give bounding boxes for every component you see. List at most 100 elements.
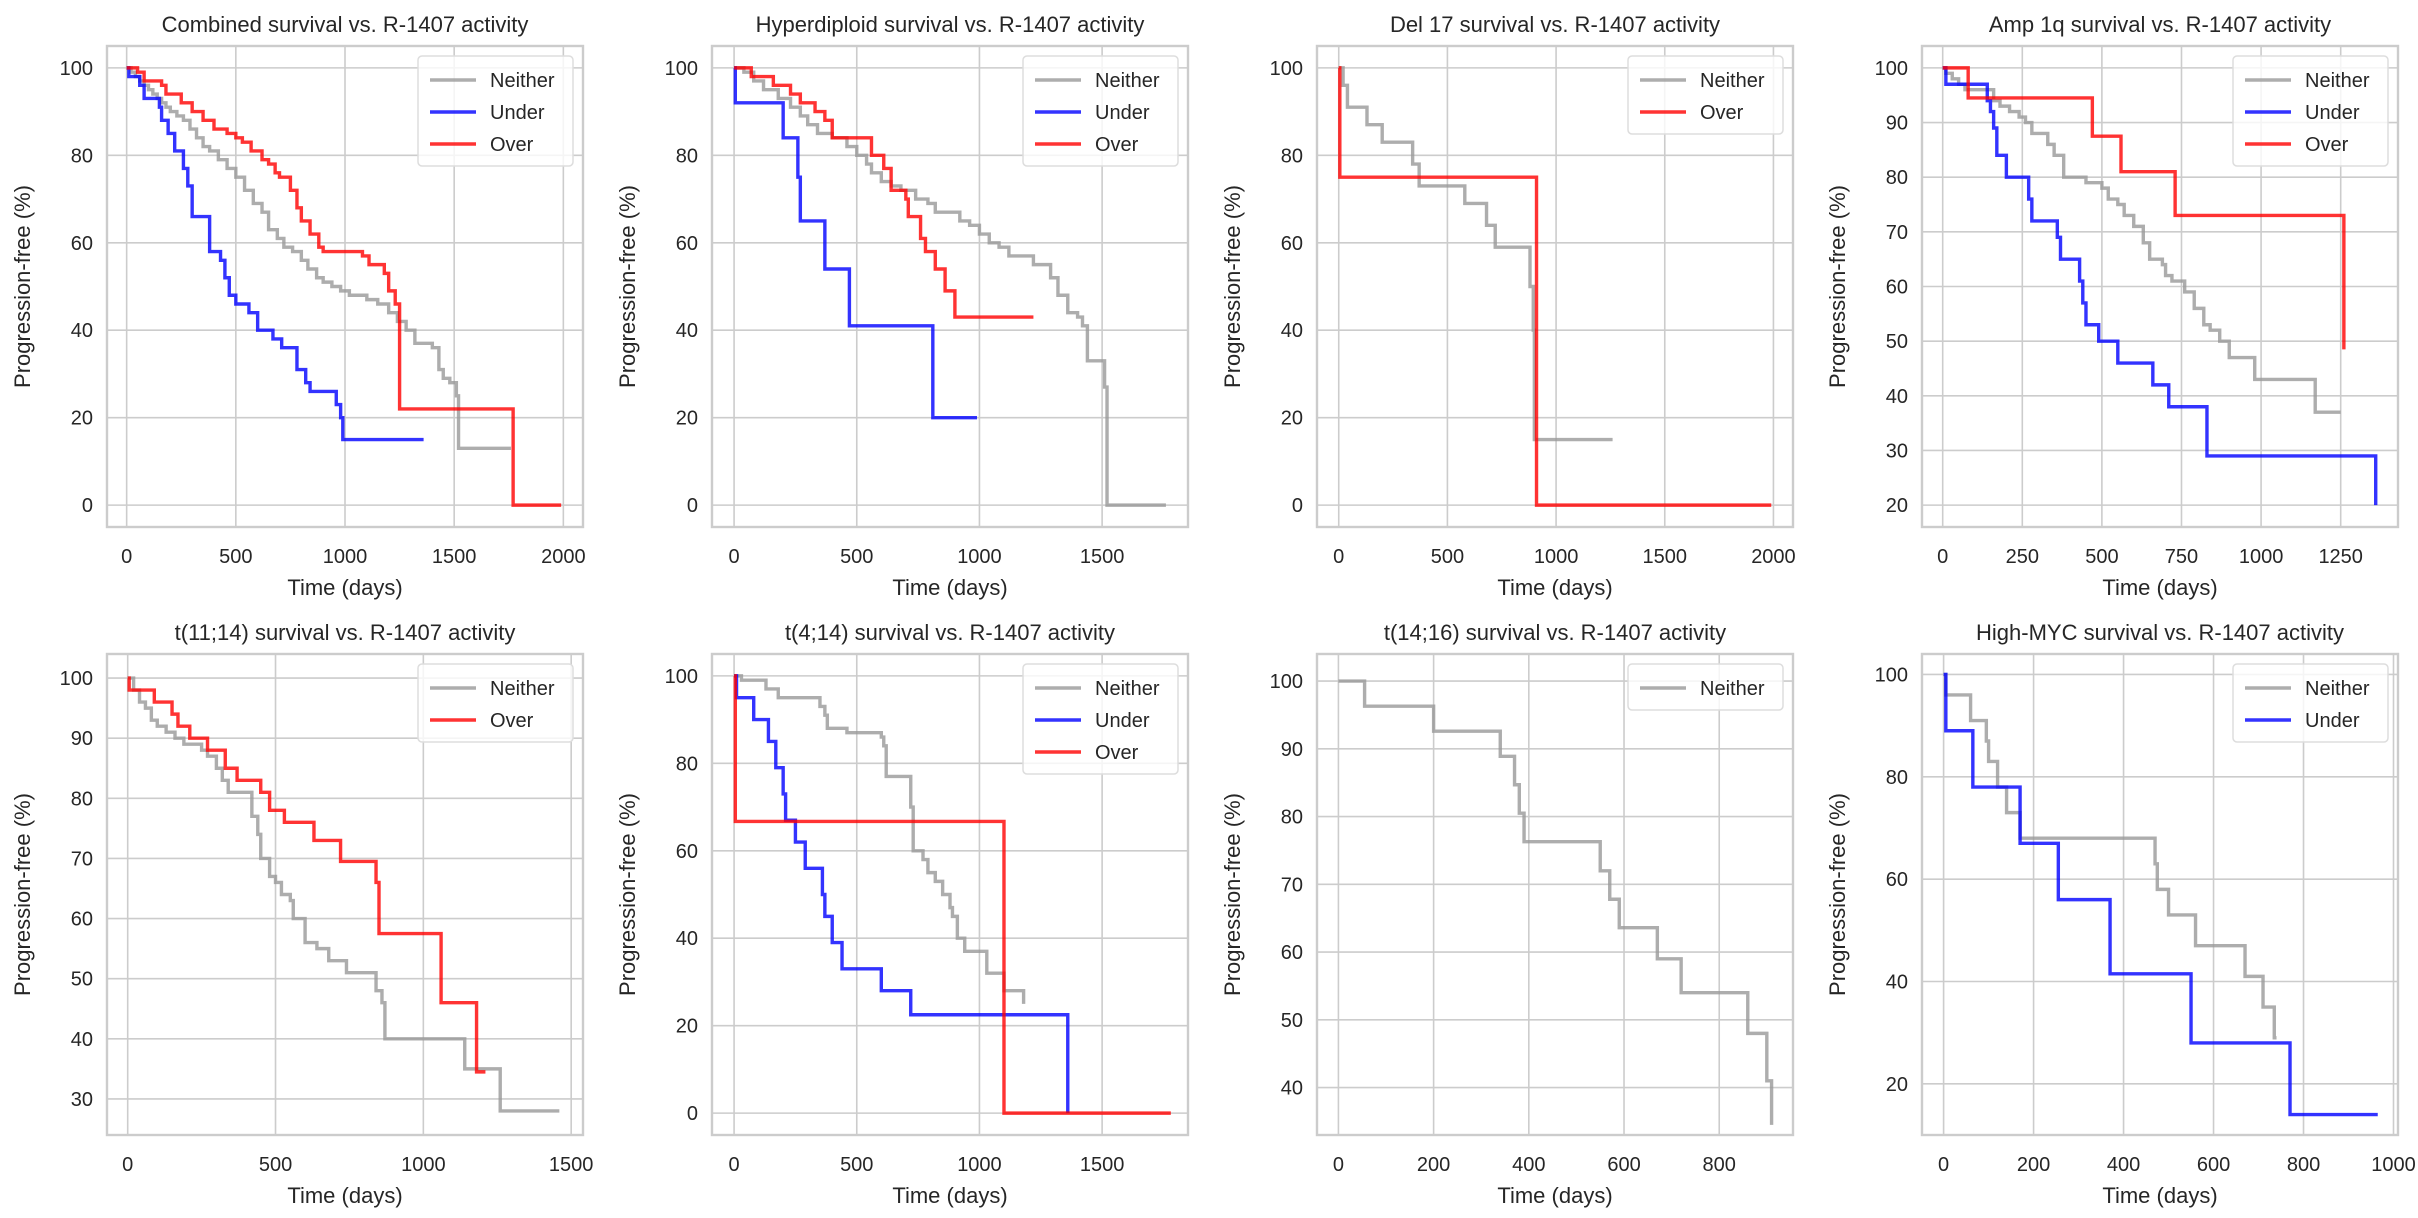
y-tick-label: 80 [1886,767,1908,789]
axes-frame [710,44,1190,529]
axes-frame [105,652,585,1137]
x-tick-label: 1500 [1080,546,1125,568]
legend-label: Under [2305,710,2360,732]
x-tick-label: 0 [122,1154,133,1176]
series-line-neither [1338,679,1774,1125]
y-tick-label: 100 [1270,58,1303,80]
subplot-4: 0 250 500 750 1000 1250 20 30 40 50 60 70 80 90 100 Amp… [1825,12,2400,600]
y-tick-label: 90 [1886,113,1908,135]
legend: Neither Under [2232,663,2389,743]
series-line-over [126,66,562,507]
x-tick-label: 400 [1512,1154,1545,1176]
y-tick-label: 40 [1281,320,1303,342]
y-tick-label: 50 [1281,1010,1303,1032]
y-tick-label: 60 [71,909,93,931]
legend-label: Under [490,102,545,124]
y-tick-label: 80 [71,788,93,810]
y-tick-label: 20 [676,408,698,430]
y-tick-label: 90 [71,728,93,750]
series-line-under [126,66,424,442]
x-tick-label: 0 [121,546,132,568]
subplot-8: 0 200 400 600 800 1000 20 40 60 80 100 High-MYC sur… [1825,620,2416,1208]
legend-box [1022,663,1179,775]
x-tick-label: 250 [2006,546,2039,568]
subplot-title: t(14;16) survival vs. R-1407 activity [1384,620,1726,645]
y-axis-label: Progression-free (%) [10,793,35,996]
axes-frame [105,44,585,529]
subplot-title: Combined survival vs. R-1407 activity [162,12,529,37]
legend: Neither Under Over [1022,663,1179,775]
axes-frame [1315,44,1795,529]
y-tick-label: 100 [60,58,93,80]
x-axis-label: Time (days) [2102,1183,2217,1208]
x-tick-label: 500 [840,546,873,568]
x-axis-label: Time (days) [1497,1183,1612,1208]
axes-frame [710,652,1190,1137]
y-tick-label: 20 [1886,495,1908,517]
y-tick-label: 0 [1292,495,1303,517]
y-tick-label: 100 [1270,671,1303,693]
x-axis-label: Time (days) [1497,575,1612,600]
series-line-under [734,674,1070,1114]
legend-label: Neither [1700,678,1765,700]
x-tick-label: 1000 [323,546,368,568]
x-tick-label: 1000 [957,1154,1002,1176]
y-tick-label: 80 [1281,145,1303,167]
y-tick-label: 30 [1886,440,1908,462]
axes-frame [1920,44,2400,529]
legend: Neither Under Over [417,55,574,167]
x-tick-label: 1250 [2318,546,2363,568]
y-tick-label: 100 [1875,58,1908,80]
y-axis-label: Progression-free (%) [615,793,640,996]
legend: Neither Under Over [2232,55,2389,167]
x-tick-label: 2000 [541,546,586,568]
y-tick-label: 20 [676,1016,698,1038]
y-tick-label: 0 [82,495,93,517]
series-line-under [1942,66,2378,506]
y-tick-label: 70 [71,848,93,870]
x-axis-label: Time (days) [2102,575,2217,600]
y-tick-label: 40 [676,928,698,950]
y-tick-label: 20 [1886,1074,1908,1096]
legend-label: Neither [1700,70,1765,92]
y-tick-label: 50 [71,969,93,991]
legend-box [417,55,574,167]
series-line-neither [127,676,560,1113]
x-tick-label: 0 [1937,546,1948,568]
x-tick-label: 500 [1431,546,1464,568]
x-tick-label: 1000 [401,1154,446,1176]
series-line-neither [1338,66,1613,442]
x-tick-label: 0 [1938,1154,1949,1176]
y-tick-label: 80 [71,145,93,167]
y-tick-label: 40 [1886,971,1908,993]
subplot-title: Hyperdiploid survival vs. R-1407 activit… [756,12,1145,37]
series-line-over [734,66,1034,319]
x-tick-label: 500 [840,1154,873,1176]
legend-label: Over [2305,134,2349,156]
subplot-7: 0 200 400 600 800 40 50 60 70 80 90 100 t(14;16) sur… [1220,620,1795,1208]
x-axis-label: Time (days) [892,1183,1007,1208]
y-tick-label: 100 [665,58,698,80]
legend-box [1022,55,1179,167]
legend-label: Neither [490,678,555,700]
y-axis-label: Progression-free (%) [615,185,640,388]
series-line-under [733,66,977,420]
axes-frame [1920,652,2400,1137]
legend-label: Neither [490,70,555,92]
legend-box [1627,55,1784,135]
x-tick-label: 0 [1333,546,1344,568]
y-axis-label: Progression-free (%) [10,185,35,388]
series-line-over [127,676,486,1074]
y-tick-label: 80 [676,753,698,775]
subplot-2: 0 500 1000 1500 0 20 40 60 80 100 Hyperdiploid sur… [615,12,1190,600]
y-tick-label: 40 [676,320,698,342]
legend-box [1627,663,1784,711]
legend-label: Over [1700,102,1744,124]
y-tick-label: 60 [676,841,698,863]
y-tick-label: 20 [71,408,93,430]
y-tick-label: 60 [676,233,698,255]
x-tick-label: 0 [729,546,740,568]
series-line-neither [1943,672,2277,1040]
y-tick-label: 50 [1886,331,1908,353]
legend-label: Neither [2305,70,2370,92]
